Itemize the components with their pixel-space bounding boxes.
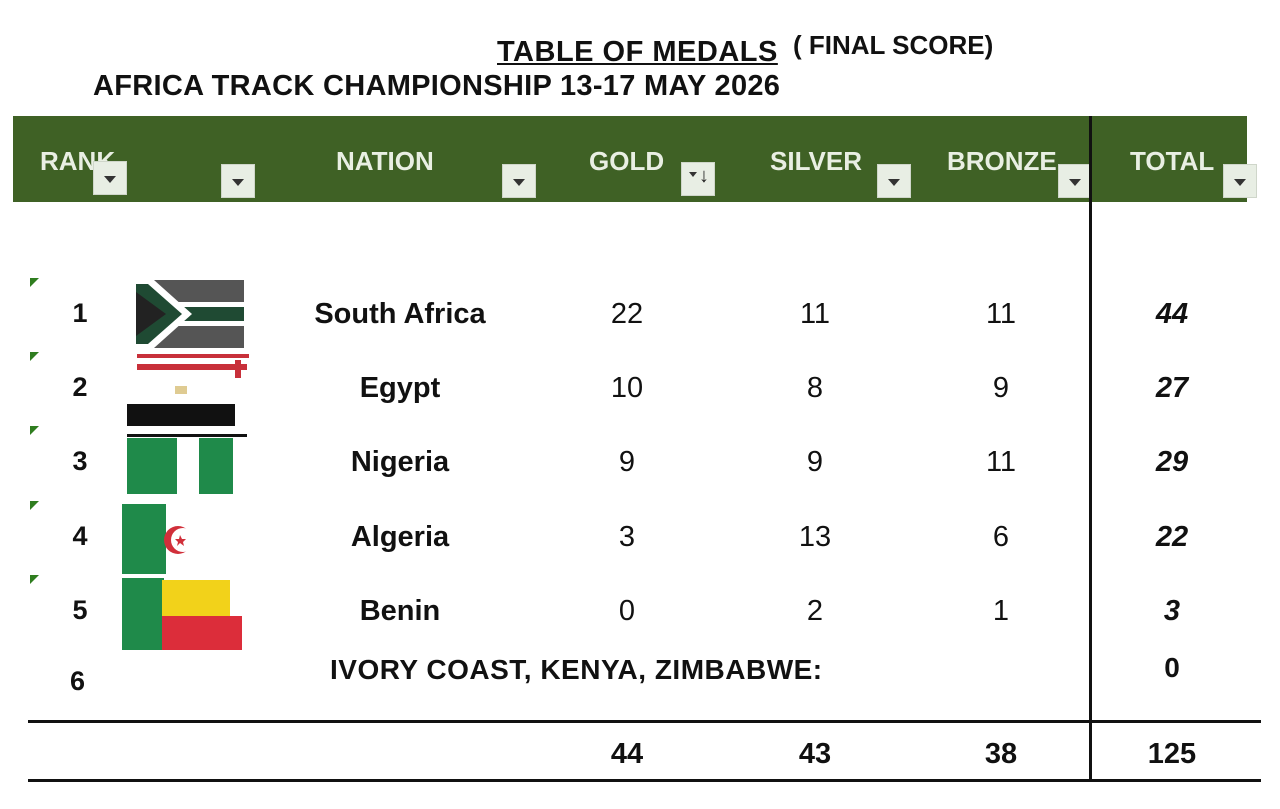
championship-title: AFRICA TRACK CHAMPIONSHIP 13-17 MAY 2026 xyxy=(93,70,781,102)
table-row: 1 South Africa 22 11 11 44 xyxy=(0,278,1280,358)
silver-cell: 13 xyxy=(798,521,832,553)
bronze-cell: 11 xyxy=(985,298,1017,330)
silver-filter-dropdown[interactable] xyxy=(877,164,911,198)
comment-marker xyxy=(30,352,39,361)
column-divider xyxy=(1089,116,1092,782)
silver-cell: 8 xyxy=(806,372,824,404)
table-row: 4 Algeria 3 13 6 22 xyxy=(0,501,1280,581)
bronze-cell: 11 xyxy=(985,446,1017,478)
nation-cell: Algeria xyxy=(350,521,450,553)
bronze-cell: 1 xyxy=(992,595,1010,627)
rank-cell: 6 xyxy=(70,666,86,696)
table-row: 3 Nigeria 9 9 11 29 xyxy=(0,426,1280,506)
rank-cell: 5 xyxy=(72,595,88,625)
totals-bottom-border xyxy=(28,779,1261,782)
bronze-filter-dropdown[interactable] xyxy=(1058,164,1092,198)
rank-cell: 4 xyxy=(72,521,88,551)
total-cell: 0 xyxy=(1164,652,1180,683)
south-africa-flag xyxy=(136,280,244,348)
gold-sort-dropdown[interactable] xyxy=(681,162,715,196)
comment-marker xyxy=(30,426,39,435)
other-nations-cell: IVORY COAST, KENYA, ZIMBABWE: xyxy=(330,654,823,685)
gold-cell: 10 xyxy=(610,372,644,404)
gold-cell: 3 xyxy=(618,521,636,553)
total-cell: 27 xyxy=(1155,372,1189,404)
totals-top-border xyxy=(28,720,1261,723)
total-cell: 29 xyxy=(1155,446,1189,478)
nigeria-flag xyxy=(127,434,247,494)
flag-filter-dropdown[interactable] xyxy=(221,164,255,198)
nation-filter-dropdown[interactable] xyxy=(502,164,536,198)
silver-cell: 2 xyxy=(806,595,824,627)
total-cell: 22 xyxy=(1155,521,1189,553)
gold-cell: 9 xyxy=(618,446,636,478)
benin-flag xyxy=(162,580,242,650)
gold-total: 44 xyxy=(610,738,644,770)
nation-column-header: NATION xyxy=(336,146,434,176)
total-filter-dropdown[interactable] xyxy=(1223,164,1257,198)
bronze-cell: 9 xyxy=(992,372,1010,404)
egypt-flag xyxy=(127,354,249,426)
table-row: 2 Egypt 10 8 9 27 xyxy=(0,352,1280,432)
total-column-header: TOTAL xyxy=(1130,146,1215,176)
gold-cell: 0 xyxy=(618,595,636,627)
nation-cell: Nigeria xyxy=(350,446,450,478)
silver-cell: 9 xyxy=(806,446,824,478)
comment-marker xyxy=(30,575,39,584)
rank-cell: 2 xyxy=(72,372,88,402)
rank-cell: 3 xyxy=(72,446,88,476)
table-title-suffix: ( FINAL SCORE) xyxy=(793,30,994,60)
table-row: 5 Benin 0 2 1 3 xyxy=(0,575,1280,655)
silver-cell: 11 xyxy=(799,298,831,330)
gold-cell: 22 xyxy=(610,298,644,330)
algeria-flag xyxy=(122,504,195,650)
nation-cell: South Africa xyxy=(314,298,486,330)
comment-marker xyxy=(30,278,39,287)
silver-total: 43 xyxy=(798,738,832,770)
rank-cell: 1 xyxy=(72,298,88,328)
rank-filter-dropdown[interactable] xyxy=(93,161,127,195)
nation-cell: Benin xyxy=(359,595,441,627)
total-cell: 3 xyxy=(1163,595,1181,627)
comment-marker xyxy=(30,501,39,510)
gold-column-header: GOLD xyxy=(589,146,665,176)
table-header: RANK NATION GOLD SILVER BRONZE TOTAL xyxy=(13,116,1257,202)
bronze-column-header: BRONZE xyxy=(947,146,1057,176)
silver-column-header: SILVER xyxy=(770,146,862,176)
bronze-total: 38 xyxy=(984,738,1018,770)
bronze-cell: 6 xyxy=(992,521,1010,553)
nation-cell: Egypt xyxy=(359,372,441,404)
table-title: TABLE OF MEDALS xyxy=(497,36,778,68)
grand-total: 125 xyxy=(1147,738,1197,770)
total-cell: 44 xyxy=(1155,298,1189,330)
